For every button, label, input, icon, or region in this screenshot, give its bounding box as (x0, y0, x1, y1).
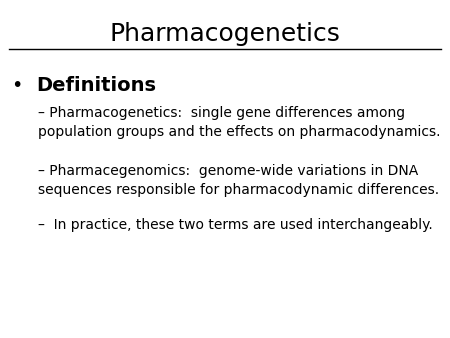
Text: Definitions: Definitions (36, 76, 156, 95)
Text: –  In practice, these two terms are used interchangeably.: – In practice, these two terms are used … (38, 218, 433, 232)
Text: •: • (11, 76, 22, 95)
Text: Pharmacogenetics: Pharmacogenetics (109, 22, 341, 46)
Text: – Pharmacogenetics:  single gene differences among
population groups and the eff: – Pharmacogenetics: single gene differen… (38, 106, 441, 139)
Text: – Pharmacegenomics:  genome-wide variations in DNA
sequences responsible for pha: – Pharmacegenomics: genome-wide variatio… (38, 164, 439, 197)
